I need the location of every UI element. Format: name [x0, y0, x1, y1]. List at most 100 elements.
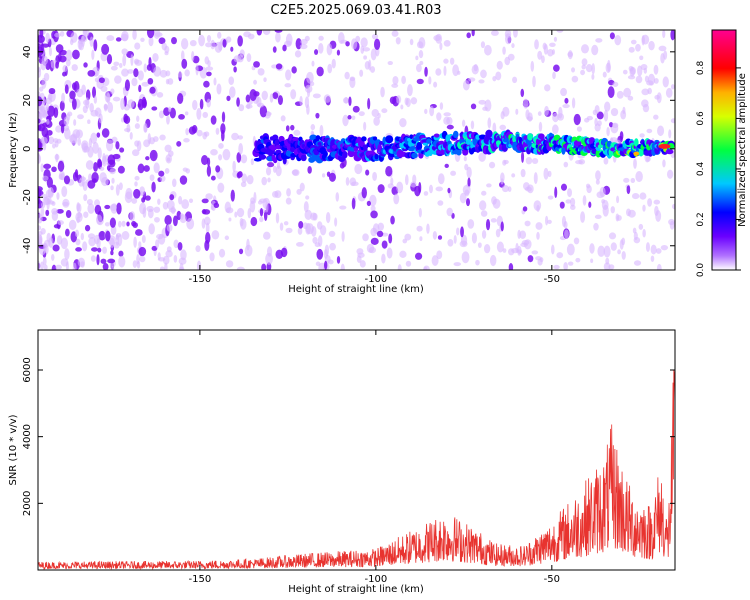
spectrogram-y-ticks: -40 -20 0 20 40 — [22, 45, 675, 254]
spectrogram-noise-speckle — [65, 228, 70, 237]
spectrogram-noise-speckle — [567, 261, 574, 266]
spectrogram-noise-speckle — [495, 228, 501, 238]
spectrogram-noise-speckle — [290, 124, 295, 131]
spectrogram-noise-speckle — [121, 68, 129, 77]
colorbar-tick-label: 0.6 — [696, 111, 706, 126]
spectrogram-noise-speckle — [232, 160, 236, 173]
spectrogram-noise-speckle — [428, 76, 432, 85]
spectrogram-noise-speckle — [186, 217, 195, 230]
spectrogram-noise-speckle — [594, 214, 602, 219]
spectrogram-noise-speckle — [584, 117, 590, 123]
spectrogram-noise-speckle — [55, 44, 64, 53]
spectrogram-noise-speckle — [630, 39, 637, 45]
spectrogram-noise-speckle — [639, 55, 644, 61]
spectrogram-noise-speckle — [206, 98, 211, 108]
spectrogram-noise-speckle — [303, 201, 309, 213]
spectrogram-noise-speckle — [495, 71, 502, 81]
spectrogram-noise-speckle — [450, 170, 457, 176]
spectrogram-noise-speckle — [619, 239, 624, 250]
spectrogram-noise-speckle — [112, 96, 121, 102]
spectrogram-noise-speckle — [213, 202, 220, 208]
spectrogram-noise-speckle — [246, 53, 252, 63]
spectrogram-noise-speckle — [40, 206, 45, 218]
spectrogram-noise-speckle — [559, 201, 565, 209]
spectrogram-noise-speckle — [581, 64, 586, 70]
spectrogram-noise-speckle — [531, 250, 539, 255]
spectrogram-noise-speckle — [670, 30, 675, 41]
spectrogram-noise-speckle — [216, 83, 222, 95]
spectrogram-noise-speckle — [542, 42, 547, 50]
spectrogram-noise-speckle — [329, 242, 336, 251]
spectrogram-noise-speckle — [393, 193, 400, 205]
spectrogram-noise-speckle — [549, 42, 556, 47]
spectrogram-noise-speckle — [201, 155, 209, 166]
spectrogram-noise-speckle — [591, 73, 595, 80]
spectrogram-noise-speckle — [121, 30, 129, 42]
spectrogram-noise-speckle — [115, 37, 122, 42]
spectrogram-noise-speckle — [605, 62, 611, 74]
spectrogram-noise-speckle — [517, 249, 522, 254]
spectrogram-noise-speckle — [275, 249, 284, 260]
spectrogram-noise-speckle — [210, 175, 216, 181]
spectrogram-noise-speckle — [179, 212, 184, 220]
spectrogram-noise-speckle — [538, 121, 543, 132]
spectrogram-noise-speckle — [71, 98, 77, 110]
spectrogram-noise-speckle — [453, 262, 461, 267]
spectrogram-noise-speckle — [370, 210, 378, 219]
spectrogram-noise-speckle — [132, 30, 137, 40]
spectrogram-noise-speckle — [650, 244, 657, 255]
snr-x-tick-label: -150 — [189, 574, 212, 585]
spectrogram-noise-speckle — [134, 181, 138, 187]
spectrogram-noise-speckle — [124, 79, 130, 92]
spectrogram-noise-speckle — [390, 215, 395, 225]
spectrogram-noise-speckle — [131, 77, 138, 87]
spectrogram-noise-speckle — [410, 97, 418, 105]
spectrogram-noise-speckle — [566, 243, 575, 256]
spectrogram-noise-speckle — [55, 61, 59, 69]
spectrogram-noise-speckle — [602, 71, 607, 78]
spectrogram-noise-speckle — [466, 166, 472, 179]
spectrogram-noise-speckle — [38, 112, 44, 119]
spectrogram-noise-speckle — [72, 49, 80, 60]
spectrogram-noise-speckle — [243, 31, 251, 38]
spectrogram-noise-speckle — [603, 245, 611, 258]
spectrogram-noise-speckle — [236, 97, 240, 107]
spectrogram-noise-speckle — [68, 219, 77, 230]
spectrogram-noise-speckle — [75, 247, 82, 252]
spectrogram-noise-speckle — [141, 197, 146, 203]
spectrogram-noise-speckle — [467, 177, 471, 187]
colorbar-tick-label: 0.2 — [696, 212, 706, 226]
spectrogram-noise-speckle — [52, 143, 56, 149]
spectrogram-noise-speckle — [543, 167, 549, 180]
spectrogram-noise-speckle — [111, 136, 118, 143]
spectrogram-noise-speckle — [122, 54, 127, 67]
spectrogram-noise-speckle — [180, 38, 189, 50]
spectrogram-noise-speckle — [259, 216, 264, 223]
spectrogram-noise-speckle — [158, 110, 165, 119]
spectrogram-noise-speckle — [209, 252, 215, 262]
spectrogram-noise-speckle — [113, 61, 120, 66]
colorbar-tick-label: 0.4 — [696, 162, 706, 177]
spectrogram-noise-speckle — [428, 184, 433, 194]
spectrogram-noise-speckle — [110, 225, 117, 236]
spectrogram-noise-speckle — [621, 250, 626, 260]
spectrogram-noise-speckle — [97, 247, 102, 253]
spectrogram-noise-speckle — [585, 63, 593, 73]
spectrogram-noise-speckle — [138, 246, 147, 257]
spectrogram-noise-speckle — [131, 197, 138, 204]
spectrogram-noise-speckle — [526, 116, 533, 121]
spectrogram-noise-speckle — [41, 55, 48, 66]
spectrogram-noise-speckle — [433, 81, 438, 88]
spectrogram-noise-speckle — [183, 138, 190, 143]
spectrogram-noise-speckle — [159, 266, 165, 270]
spectrogram-noise-speckle — [366, 200, 371, 207]
spectrogram-noise-speckle — [38, 118, 41, 124]
spectrogram-ridge-blob — [535, 138, 541, 146]
spectrogram-noise-speckle — [71, 82, 77, 91]
spectrogram-ridge-blob — [300, 154, 307, 162]
spectrogram-noise-speckle — [45, 32, 50, 43]
spectrogram-noise-speckle — [490, 218, 497, 223]
spectrogram-noise-speckle — [485, 218, 491, 231]
spectrogram-noise-speckle — [110, 266, 115, 270]
